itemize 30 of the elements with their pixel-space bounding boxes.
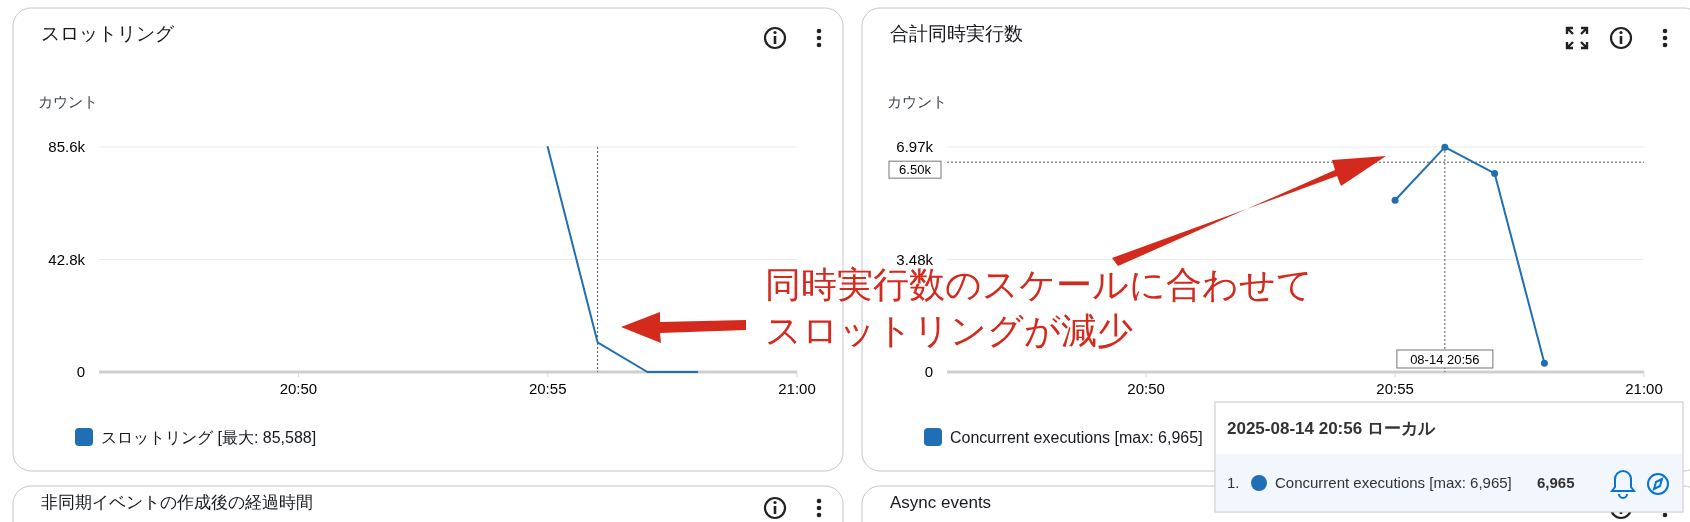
ref-line-label: 08-14 20:56	[1410, 352, 1480, 367]
y-axis-title: カウント	[38, 93, 98, 110]
text: 6,965	[1537, 474, 1575, 491]
y-tick-label: 0	[924, 363, 933, 381]
text: 非同期イベントの作成後の経過時間	[41, 493, 313, 512]
point	[1441, 143, 1449, 151]
y-tick-label: 42.8k	[48, 250, 86, 268]
legend-label: Concurrent executions [max: 6,965]	[950, 428, 1203, 446]
text: Async events	[890, 493, 992, 512]
y-axis-title: カウント	[887, 93, 947, 110]
ref-line-label: 6.50k	[899, 162, 932, 178]
point	[1540, 359, 1548, 367]
chart-title: 合計同時実行数	[890, 23, 1023, 44]
x-tick-label: 20:50	[1127, 380, 1165, 397]
annotation: スロットリングが減少	[765, 310, 1133, 351]
chart-title: スロットリング	[41, 23, 175, 44]
y-tick-label: 85.6k	[48, 138, 86, 156]
x-tick-label: 20:50	[279, 380, 318, 397]
text: Concurrent executions [max: 6,965]	[1275, 474, 1512, 491]
text: 2025-08-14 20:56 ローカル	[1227, 419, 1436, 438]
x-tick-label: 20:55	[1376, 380, 1414, 397]
point	[1391, 196, 1399, 204]
text: 1.	[1227, 474, 1240, 491]
point	[1491, 169, 1499, 177]
x-tick-label: 21:00	[778, 380, 816, 397]
x-tick-label: 21:00	[1625, 380, 1663, 397]
y-tick-label: 0	[76, 363, 85, 381]
legend-label: スロットリング [最大: 85,588]	[101, 428, 317, 446]
x-tick-label: 20:55	[528, 380, 567, 397]
y-tick-label: 6.97k	[896, 138, 934, 156]
